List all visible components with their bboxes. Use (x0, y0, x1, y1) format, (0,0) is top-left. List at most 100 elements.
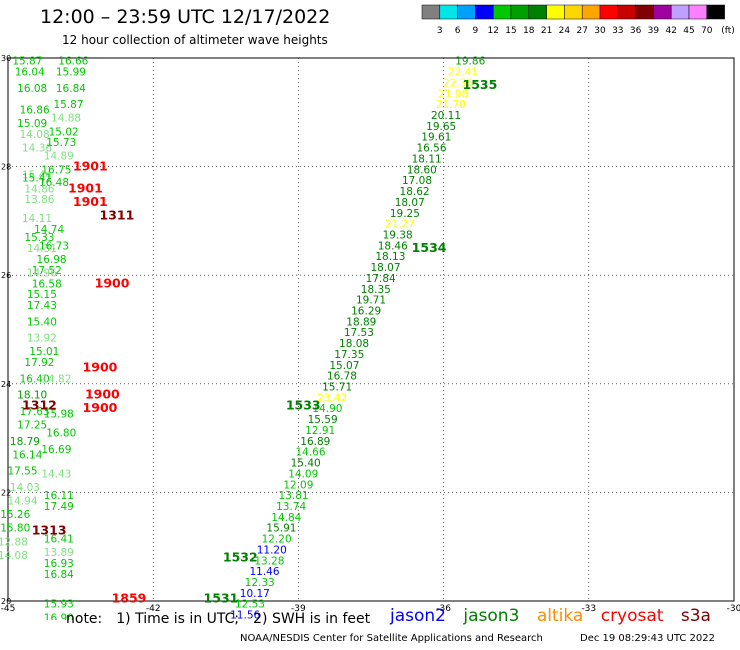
wave-height-point: 16.93 (44, 558, 74, 570)
wave-height-point: 16.40 (20, 373, 50, 385)
wave-height-point: 15.80 (0, 523, 30, 535)
wave-height-point: 17.84 (366, 273, 396, 285)
wave-height-point: 15.87 (53, 99, 83, 111)
wave-height-point: 23.42 (317, 392, 347, 404)
sat-altika: altika (536, 606, 584, 626)
y-tick-label: 24 (1, 380, 11, 389)
x-tick-label: -45 (1, 604, 16, 614)
wave-height-point: 15.99 (56, 67, 86, 79)
wave-height-point: 18.07 (370, 262, 400, 274)
x-tick-label: -39 (291, 604, 306, 614)
footer-credit: NOAA/NESDIS Center for Satellite Applica… (240, 633, 543, 644)
pass-time-label: 1531 (204, 590, 239, 605)
wave-height-point: 15.44 (22, 170, 52, 182)
wave-height-point: 15.15 (27, 289, 57, 301)
pass-time-label: 1313 (32, 522, 67, 537)
legend-label: 27 (576, 26, 587, 36)
wave-height-point: 14.09 (288, 468, 318, 480)
wave-height-point: 16.89 (300, 436, 330, 448)
wave-height-point: 15.33 (24, 232, 54, 244)
wave-height-point: 14.82 (41, 373, 71, 385)
wave-height-point: 21.70 (436, 99, 466, 111)
x-tick-label: -36 (436, 604, 451, 614)
note-item-1: 1) Time is in UTC; (116, 611, 240, 627)
legend-label: 45 (683, 26, 694, 36)
note-item-2: 2) SWH is in feet (253, 611, 371, 627)
x-tick-label: -42 (146, 604, 161, 614)
wave-height-point: 16.48 (39, 177, 69, 189)
wave-height-point: 15.91 (266, 523, 296, 535)
pass-time-label: 1900 (83, 400, 118, 415)
wave-height-point: 16.78 (327, 371, 357, 383)
color-legend: 3 6 9 12 15 18 21 24 27 30 33 36 39 42 45 70 (ft) (0, 0, 740, 40)
wave-height-point: 15.71 (322, 382, 352, 394)
wave-height-point: 12.20 (262, 534, 292, 546)
wave-height-point: 14.36 (22, 143, 52, 155)
pass-time-label: 1534 (412, 240, 447, 255)
wave-height-point: 15.59 (308, 414, 338, 426)
legend-label: 15 (505, 26, 516, 36)
pass-time-label: 1535 (463, 77, 498, 92)
wave-height-point: 15.09 (17, 118, 47, 130)
wave-height-point: 16.66 (58, 56, 88, 68)
wave-height-point: 18.08 (339, 338, 369, 350)
wave-height-point: 14.08 (0, 550, 28, 562)
wave-height-point: 20.11 (431, 110, 461, 122)
chart-title: 12:00 – 23:59 UTC 12/17/2022 (40, 6, 331, 28)
wave-height-point: 12.88 (0, 536, 28, 548)
wave-height-point: 17.25 (17, 420, 47, 432)
wave-height-point: 14.03 (10, 482, 40, 494)
wave-height-point: 16.98 (37, 254, 67, 266)
x-tick-label: -33 (581, 604, 596, 614)
y-tick-label: 26 (1, 271, 11, 280)
note-text: note: 1) Time is in UTC; 2) SWH is in feet (66, 611, 384, 627)
wave-height-point: 12.09 (283, 479, 313, 491)
wave-height-point: 15.40 (27, 316, 57, 328)
wave-height-point: 17.52 (32, 265, 62, 277)
footer-timestamp: Dec 19 08:29:43 UTC 2022 (580, 633, 715, 644)
pass-time-label: 1901 (73, 159, 108, 174)
wave-height-point: 19.65 (426, 121, 456, 133)
wave-height-point: 17.63 (20, 406, 50, 418)
wave-height-point: 13.28 (254, 555, 284, 567)
sat-jason2: jason2 (390, 606, 446, 626)
wave-height-point: 16.04 (15, 67, 45, 79)
wave-height-point: 12.33 (245, 577, 275, 589)
y-tick-label: 22 (1, 488, 11, 497)
satellite-legend: jason2 jason3 altika cryosat s3a (390, 606, 723, 626)
wave-height-point: 15.26 (0, 509, 30, 521)
wave-height-point: 22.41 (448, 67, 478, 79)
pass-time-label: 1900 (95, 275, 130, 290)
plot-frame (7, 57, 735, 602)
legend-label: 6 (455, 26, 461, 36)
wave-height-point: 15.07 (329, 360, 359, 372)
legend-label: 70 (701, 26, 713, 36)
wave-height-point: 14.90 (312, 403, 342, 415)
note-prefix: note: (66, 611, 103, 627)
wave-height-point: 18.11 (412, 153, 442, 165)
legend-label: 9 (473, 26, 479, 36)
wave-height-point: 13.89 (44, 547, 74, 559)
wave-height-point: 17.55 (7, 466, 37, 478)
sat-cryosat: cryosat (600, 606, 664, 626)
wave-height-point: 16.11 (44, 490, 74, 502)
wave-height-point: 15.01 (29, 346, 59, 358)
y-tick-label: 30 (1, 54, 11, 63)
wave-height-point: 10.17 (240, 588, 270, 600)
wave-height-point: 16.86 (20, 105, 50, 117)
wave-height-point: 18.79 (10, 436, 40, 448)
wave-height-point: 13.92 (27, 333, 57, 345)
wave-height-point: 16.29 (351, 305, 381, 317)
wave-height-point: 16.84 (44, 569, 74, 581)
wave-height-point: 15.93 (44, 599, 74, 611)
wave-height-point: 19.25 (390, 208, 420, 220)
wave-height-point: 14.86 (24, 183, 54, 195)
wave-height-point: 16.80 (46, 428, 76, 440)
wave-height-point: 16.84 (56, 83, 86, 95)
wave-height-point: 21.27 (385, 219, 415, 231)
wave-height-point: 19.71 (356, 295, 386, 307)
x-tick-label: -30 (727, 604, 740, 614)
legend-color-scale: 3 6 9 12 15 18 21 24 27 30 33 36 39 42 45 70 (ft) (421, 4, 735, 36)
wave-height-point: 18.46 (378, 240, 408, 252)
pass-time-label: 1311 (100, 207, 135, 222)
